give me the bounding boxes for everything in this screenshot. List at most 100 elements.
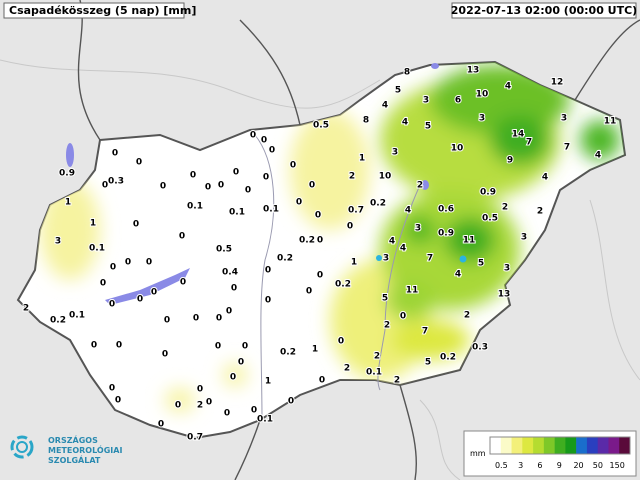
logo: ORSZÁGOS METEOROLÓGIAI SZOLGÁLAT bbox=[10, 434, 122, 465]
station-value: 1 bbox=[312, 345, 318, 355]
station-value: 2 bbox=[197, 401, 203, 411]
station-value: 0.3 bbox=[108, 177, 124, 187]
station-value: 0 bbox=[102, 181, 108, 191]
legend-tick-label: 20 bbox=[573, 461, 583, 470]
station-value: 0 bbox=[216, 314, 222, 324]
station-value: 0 bbox=[231, 284, 237, 294]
station-value: 0.5 bbox=[313, 121, 329, 131]
legend: 0.5 3 6 9 20 50 150 bbox=[489, 436, 631, 470]
station-value: 0 bbox=[317, 271, 323, 281]
station-value: 0 bbox=[205, 183, 211, 193]
station-value: 0 bbox=[296, 198, 302, 208]
station-value: 0 bbox=[125, 258, 131, 268]
station-value: 0.1 bbox=[229, 208, 245, 218]
station-value: 0 bbox=[250, 131, 256, 141]
station-value: 0 bbox=[179, 232, 185, 242]
station-value: 0 bbox=[251, 406, 257, 416]
station-value: 10 bbox=[379, 172, 392, 182]
title: Csapadékösszeg (5 nap) [mm] bbox=[9, 4, 196, 17]
station-value: 0 bbox=[347, 222, 353, 232]
station-value: 0 bbox=[109, 384, 115, 394]
legend-swatch bbox=[543, 437, 555, 454]
station-value: 0 bbox=[206, 398, 212, 408]
logo-text: ORSZÁGOS bbox=[48, 434, 98, 445]
station-value: 0.9 bbox=[59, 169, 75, 179]
station-value: 0 bbox=[242, 342, 248, 352]
station-value: 0 bbox=[116, 341, 122, 351]
city-marker bbox=[459, 255, 467, 263]
station-value: 6 bbox=[455, 96, 461, 106]
station-value: 4 bbox=[382, 101, 388, 111]
legend-tick-label: 9 bbox=[557, 461, 562, 470]
legend-tick-label: 6 bbox=[537, 461, 542, 470]
station-value: 0.2 bbox=[440, 353, 456, 363]
station-value: 0 bbox=[306, 287, 312, 297]
legend-tick-label: 3 bbox=[518, 461, 523, 470]
station-value: 0.1 bbox=[89, 244, 105, 254]
station-value: 0 bbox=[151, 288, 157, 298]
station-value: 0.2 bbox=[50, 316, 66, 326]
station-value: 0 bbox=[238, 358, 244, 368]
station-value: 7 bbox=[427, 254, 433, 264]
station-value: 0 bbox=[309, 181, 315, 191]
station-value: 2 bbox=[417, 181, 423, 191]
station-value: 0 bbox=[180, 278, 186, 288]
station-value: 0 bbox=[319, 376, 325, 386]
logo-text: METEOROLÓGIAI bbox=[48, 444, 122, 455]
station-value: 8 bbox=[363, 116, 369, 126]
station-value: 0 bbox=[110, 263, 116, 273]
station-value: 0 bbox=[269, 146, 275, 156]
rivers-outside bbox=[0, 59, 640, 481]
station-value: 4 bbox=[402, 118, 408, 128]
station-value: 0 bbox=[146, 258, 152, 268]
station-value: 2 bbox=[374, 352, 380, 362]
station-value: 0.2 bbox=[335, 280, 351, 290]
station-value: 0.2 bbox=[280, 348, 296, 358]
station-value: 10 bbox=[476, 90, 489, 100]
legend-swatch bbox=[490, 437, 502, 454]
station-value: 0 bbox=[164, 316, 170, 326]
station-value: 0 bbox=[112, 149, 118, 159]
station-value: 2 bbox=[394, 376, 400, 386]
station-value: 1 bbox=[90, 219, 96, 229]
station-value: 8 bbox=[404, 68, 410, 78]
station-value: 0.9 bbox=[480, 188, 496, 198]
precip-field bbox=[40, 65, 620, 412]
station-value: 5 bbox=[382, 294, 388, 304]
legend-swatch bbox=[619, 437, 631, 454]
station-value: 0.1 bbox=[263, 205, 279, 215]
station-value: 0 bbox=[263, 173, 269, 183]
station-value: 0 bbox=[109, 300, 115, 310]
station-value: 0.1 bbox=[187, 202, 203, 212]
station-value: 3 bbox=[423, 96, 429, 106]
station-value: 0 bbox=[162, 350, 168, 360]
station-value: 0 bbox=[215, 342, 221, 352]
station-value: 0 bbox=[100, 279, 106, 289]
station-value: 3 bbox=[561, 114, 567, 124]
station-value: 5 bbox=[395, 86, 401, 96]
station-value: 0.6 bbox=[438, 205, 454, 215]
station-value: 0 bbox=[261, 136, 267, 146]
station-value: 0.9 bbox=[438, 229, 454, 239]
station-value: 2 bbox=[537, 207, 543, 217]
legend-tick-label: 50 bbox=[593, 461, 603, 470]
station-value: 0 bbox=[133, 220, 139, 230]
legend-swatch bbox=[576, 437, 588, 454]
station-value: 0.2 bbox=[370, 199, 386, 209]
station-value: 0 bbox=[288, 397, 294, 407]
legend-swatch bbox=[500, 437, 512, 454]
station-value: 4 bbox=[400, 244, 406, 254]
lakes bbox=[66, 63, 439, 305]
station-value: 0 bbox=[338, 337, 344, 347]
station-value: 0.5 bbox=[216, 245, 232, 255]
station-value: 2 bbox=[502, 203, 508, 213]
station-value: 11 bbox=[406, 286, 419, 296]
station-value: 0 bbox=[400, 312, 406, 322]
station-value: 0.5 bbox=[482, 214, 498, 224]
legend-unit: mm bbox=[470, 449, 486, 458]
station-value: 0 bbox=[226, 307, 232, 317]
station-value: 0 bbox=[218, 181, 224, 191]
legend-swatch bbox=[608, 437, 620, 454]
legend-swatch bbox=[565, 437, 577, 454]
